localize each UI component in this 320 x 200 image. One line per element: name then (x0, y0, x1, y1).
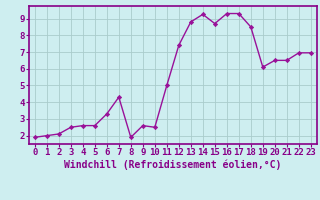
X-axis label: Windchill (Refroidissement éolien,°C): Windchill (Refroidissement éolien,°C) (64, 160, 282, 170)
